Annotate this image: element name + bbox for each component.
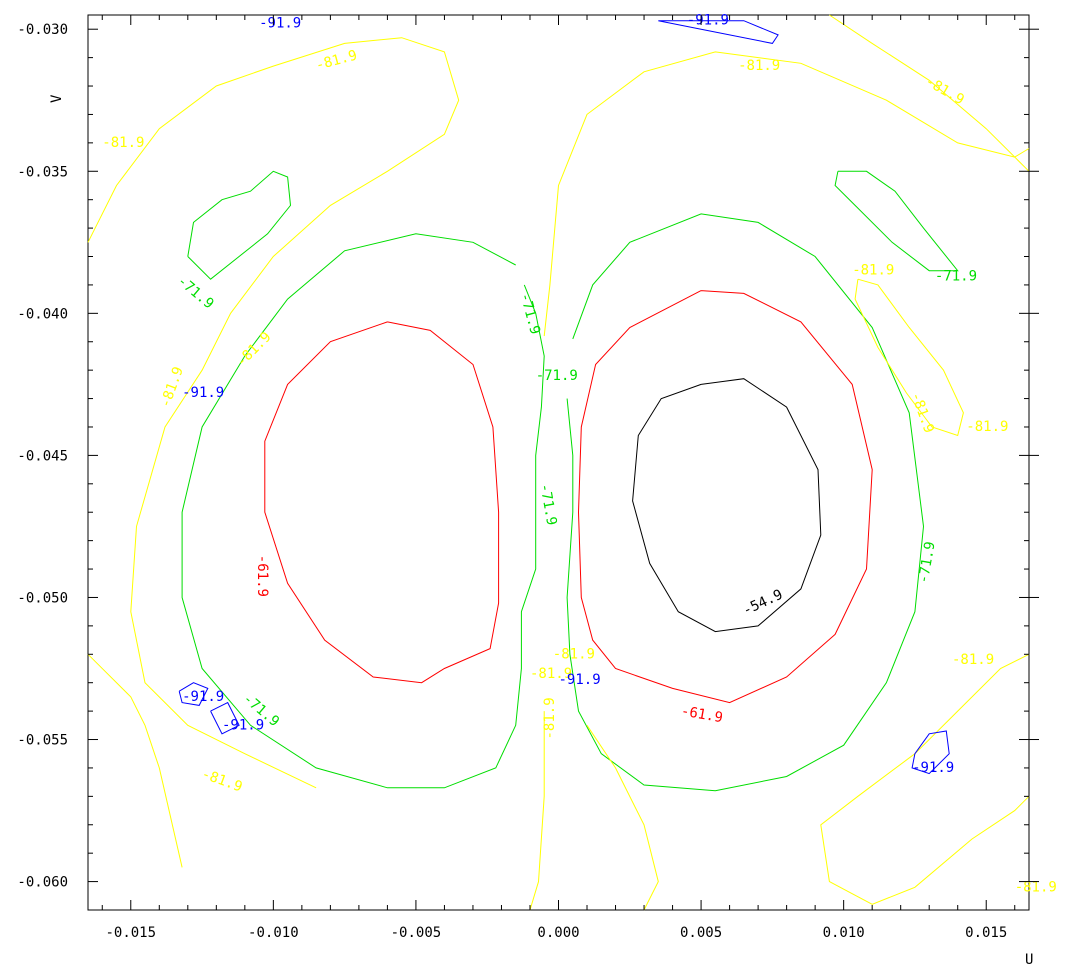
contour-line <box>543 51 1030 337</box>
contour-label: -61.9 <box>254 555 270 597</box>
contour-label: -81.9 <box>922 73 967 108</box>
x-tick-label: -0.015 <box>105 925 156 941</box>
y-tick-label: -0.045 <box>17 448 68 464</box>
contour-line <box>210 701 240 735</box>
y-tick-label: -0.030 <box>17 22 68 38</box>
contour-label: -81.9 <box>530 666 572 682</box>
contour-label: -61.9 <box>680 703 724 726</box>
contour-label: -71.9 <box>935 268 977 284</box>
contour-line <box>577 290 873 704</box>
y-tick-label: -0.055 <box>17 733 68 749</box>
contour-label: -71.9 <box>536 482 559 526</box>
contour-label: -81.9 <box>553 646 595 662</box>
contour-line <box>87 653 183 868</box>
contour-label: -54.9 <box>740 587 785 619</box>
contour-label: -81.9 <box>199 766 244 795</box>
contour-line <box>529 711 545 911</box>
contour-label: -71.9 <box>916 540 939 584</box>
contour-label: -81.9 <box>952 652 994 668</box>
y-tick-label: -0.050 <box>17 590 68 606</box>
contour-label: -91.9 <box>912 760 954 776</box>
contour-label: -91.9 <box>222 717 264 733</box>
y-tick-label: -0.040 <box>17 306 68 322</box>
contour-labels: -91.9 -91.9-81.9 -81.9-81.9-81.9-71.9 -71.9… <box>102 13 1057 896</box>
contour-label: -71.9 <box>517 291 543 336</box>
contour-line <box>264 321 500 684</box>
x-axis-label: U <box>1025 952 1033 968</box>
contour-line <box>178 682 209 706</box>
y-axis-ticks: -0.030 -0.035 -0.040 -0.045 -0.050 -0.055 -0.0… <box>17 22 1039 911</box>
x-tick-label: 0.015 <box>965 925 1007 941</box>
contour-line <box>87 37 460 789</box>
contour-line <box>829 14 1030 172</box>
contour-lines <box>87 14 1030 911</box>
contour-line <box>834 170 959 272</box>
contour-label: -71.9 <box>536 368 578 384</box>
contour-line <box>911 730 950 775</box>
contour-line <box>854 278 964 437</box>
x-tick-label: 0.000 <box>537 925 579 941</box>
x-tick-label: -0.010 <box>248 925 299 941</box>
contour-label: -91.9 <box>182 385 224 401</box>
contour-label: -91.9 <box>182 689 224 705</box>
contour-label: -81.9 <box>102 135 144 151</box>
contour-line <box>586 725 659 911</box>
y-axis-label: V <box>49 94 65 103</box>
contour-label: -81.9 <box>907 390 936 435</box>
contour-label: -91.9 <box>259 16 301 32</box>
x-tick-label: -0.005 <box>391 925 442 941</box>
contour-label: -81.9 <box>1015 879 1057 895</box>
contour-label: -81.9 <box>966 419 1008 435</box>
x-tick-label: 0.010 <box>823 925 865 941</box>
y-tick-label: -0.035 <box>17 164 68 180</box>
contour-label: -81.9 <box>542 697 558 739</box>
contour-line <box>658 20 779 44</box>
contour-label: -91.9 <box>687 13 729 29</box>
y-tick-label: -0.060 <box>17 875 68 891</box>
contour-label: -81.9 <box>233 329 274 370</box>
x-tick-label: 0.005 <box>680 925 722 941</box>
x-axis-ticks: -0.015 -0.010 -0.005 0.000 0.005 0.010 0.015 <box>101 15 1016 941</box>
contour-label: -81.9 <box>852 263 894 279</box>
contour-line <box>820 653 1030 905</box>
contour-line <box>566 213 925 792</box>
contour-line <box>187 170 292 280</box>
contour-line <box>632 378 822 633</box>
contour-label: -81.9 <box>738 58 780 74</box>
contour-line <box>181 233 545 789</box>
contour-label: -91.9 <box>559 672 601 688</box>
